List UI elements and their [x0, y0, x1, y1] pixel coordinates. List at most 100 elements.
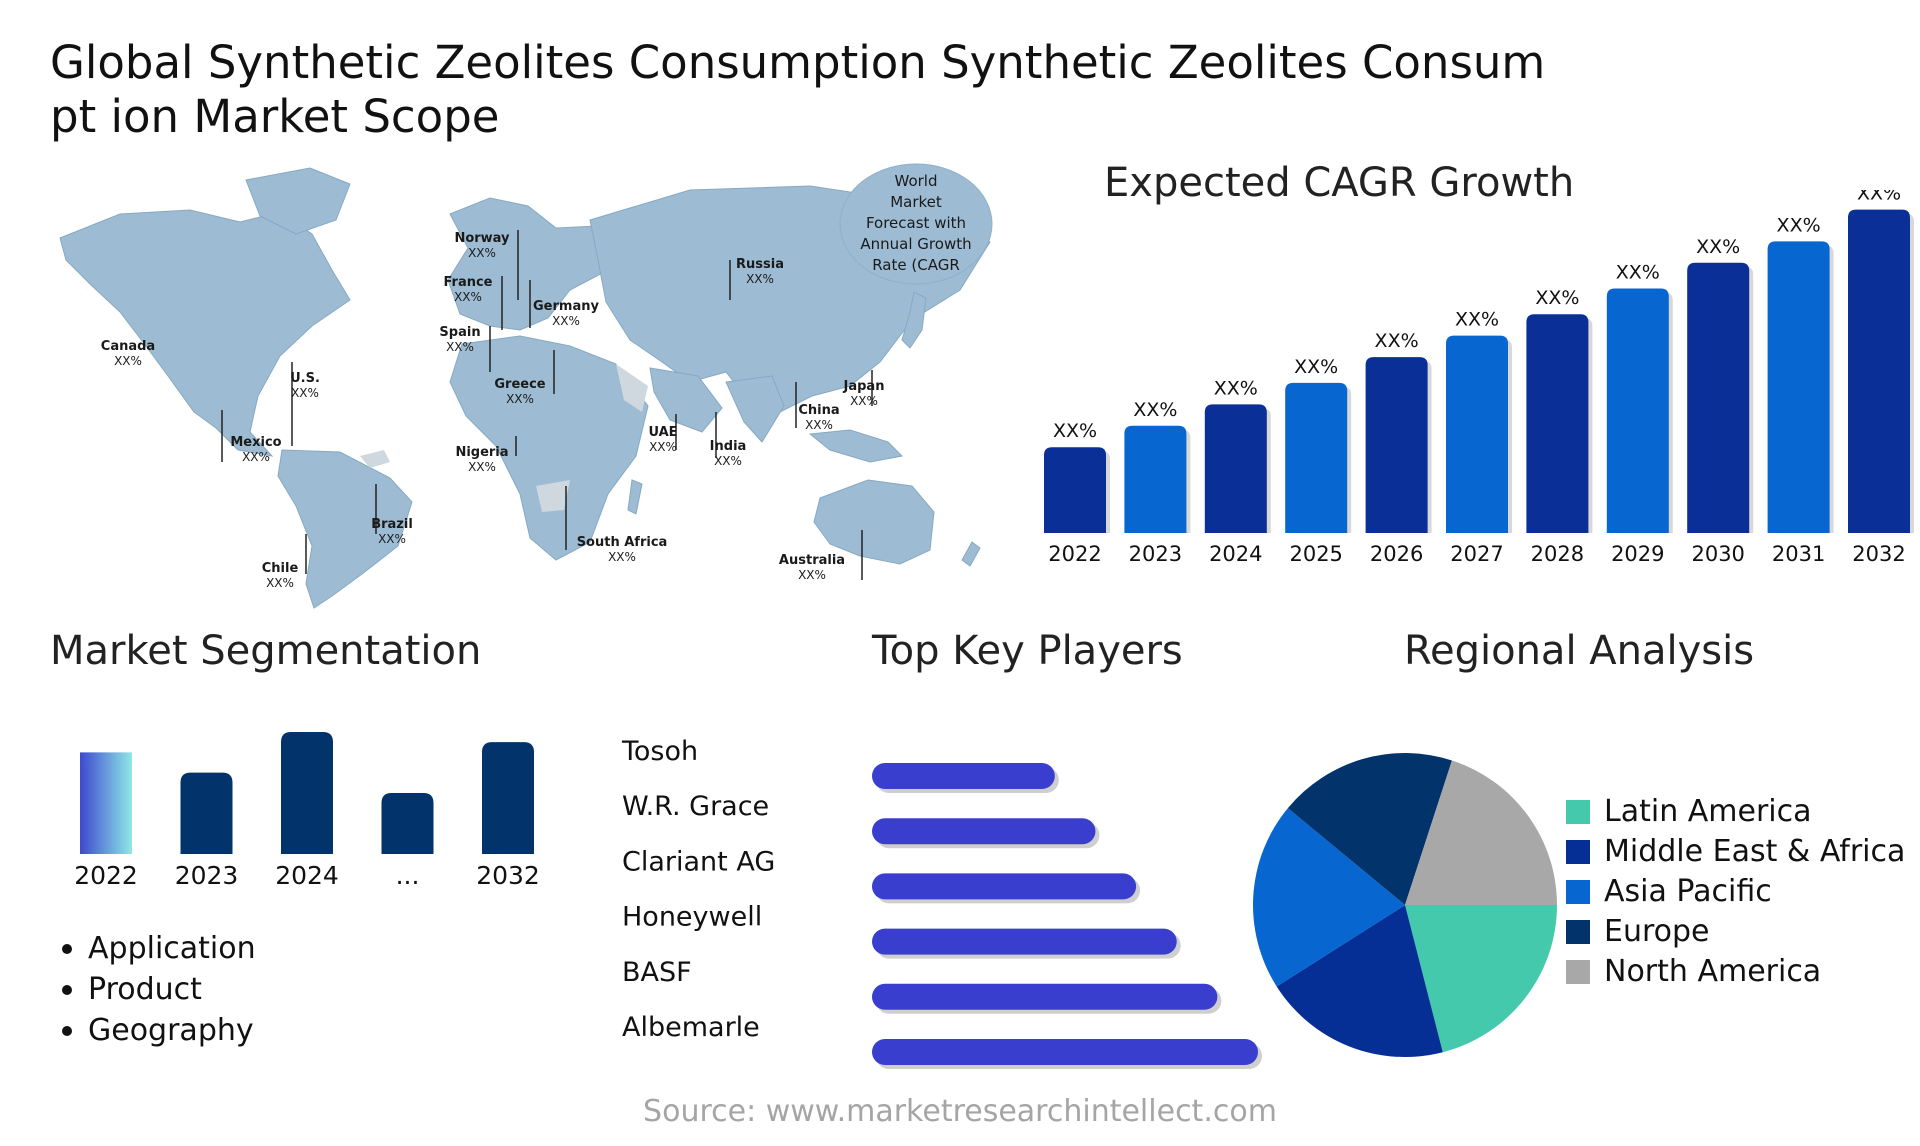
- segmentation-x-tick-label: ...: [396, 861, 420, 890]
- key-players-chart: Tosoh W.R. Grace Clariant AG Honeywell BASF A…: [621, 736, 1262, 1069]
- key-player-bar: [872, 763, 1055, 789]
- key-player-bar: [872, 1039, 1258, 1065]
- regional-legend: Latin America Middle East & Africa Asia Pa…: [1566, 792, 1905, 992]
- cagr-x-tick-label: 2022: [1048, 542, 1101, 566]
- map-country-label: France: [443, 275, 492, 290]
- map-country-value: XX%: [378, 532, 406, 546]
- map-grey-regions: [360, 364, 648, 512]
- key-player-label: BASF: [622, 957, 692, 988]
- legend-swatch: [1566, 960, 1590, 984]
- pie-slice: [1287, 753, 1452, 905]
- segmentation-bar: [381, 793, 434, 854]
- cagr-bar: [1124, 425, 1187, 533]
- map-country-value: XX%: [242, 450, 270, 464]
- segmentation-bar: [80, 752, 132, 854]
- legend-swatch: [1566, 800, 1590, 824]
- bubble-text-line: Rate (CAGR: [872, 256, 960, 274]
- map-country-label: Canada: [101, 339, 155, 354]
- cagr-bar-value-label: XX%: [1696, 236, 1740, 258]
- cagr-bar-value-label: XX%: [1214, 377, 1258, 399]
- pie-slice: [1276, 905, 1443, 1057]
- legend-item: Europe: [1566, 912, 1905, 952]
- cagr-bar: [1204, 404, 1267, 533]
- bubble-text-line: World: [895, 172, 938, 190]
- map-country-label: Norway: [454, 231, 510, 246]
- regional-analysis-title: Regional Analysis: [1404, 628, 1755, 674]
- key-player-label: Tosoh: [621, 736, 698, 767]
- map-country-value: XX%: [552, 314, 580, 328]
- legend-label: Europe: [1604, 914, 1710, 949]
- cagr-bar: [1044, 447, 1106, 533]
- legend-label: Middle East & Africa: [1604, 834, 1906, 869]
- legend-item: North America: [1566, 952, 1905, 992]
- cagr-x-tick-label: 2025: [1289, 542, 1342, 566]
- map-country-label: U.S.: [290, 371, 320, 386]
- map-country-label: Russia: [736, 257, 784, 272]
- segmentation-bullet-label: Application: [88, 931, 256, 966]
- cagr-x-tick-label: 2024: [1209, 542, 1262, 566]
- legend-item: Latin America: [1566, 792, 1905, 832]
- cagr-bar-value-label: XX%: [1777, 214, 1821, 236]
- segmentation-title: Market Segmentation: [50, 628, 482, 674]
- bubble-text-line: Annual Growth: [860, 235, 971, 253]
- map-labels: CanadaXX%U.S.XX%MexicoXX%BrazilXX%ChileX…: [101, 230, 884, 590]
- world-forecast-bubble: [839, 163, 993, 285]
- map-country-value: XX%: [468, 246, 496, 260]
- segmentation-bullet: Product: [62, 969, 256, 1010]
- map-country-value: XX%: [805, 418, 833, 432]
- legend-item: Asia Pacific: [1566, 872, 1905, 912]
- map-country-value: XX%: [714, 454, 742, 468]
- regional-pie-chart: [1253, 753, 1557, 1057]
- key-player-bar: [872, 818, 1096, 845]
- cagr-x-tick-label: 2029: [1611, 542, 1664, 566]
- cagr-x-tick-label: 2032: [1852, 542, 1905, 566]
- key-player-label: Clariant AG: [622, 846, 775, 877]
- map-country-value: XX%: [649, 440, 677, 454]
- cagr-chart-title: Expected CAGR Growth: [1104, 160, 1575, 206]
- segmentation-x-tick-label: 2032: [476, 861, 540, 890]
- segmentation-bar: [180, 772, 233, 854]
- cagr-bar: [1606, 288, 1669, 533]
- cagr-x-tick-label: 2027: [1450, 542, 1503, 566]
- cagr-x-tick-label: 2028: [1531, 542, 1584, 566]
- map-country-label: South Africa: [577, 535, 668, 550]
- map-country-label: Spain: [439, 325, 480, 340]
- cagr-bar: [1767, 241, 1830, 533]
- map-country-label: Brazil: [371, 517, 413, 532]
- pie-slice: [1253, 808, 1405, 987]
- key-player-label: W.R. Grace: [622, 791, 769, 822]
- cagr-bar: [1365, 357, 1428, 533]
- cagr-bar: [1446, 335, 1508, 533]
- legend-swatch: [1566, 920, 1590, 944]
- cagr-bar-value-label: XX%: [1857, 190, 1901, 205]
- cagr-bar-value-label: XX%: [1535, 287, 1579, 309]
- segmentation-bar: [482, 742, 534, 854]
- map-country-label: Chile: [262, 561, 299, 576]
- cagr-bar-value-label: XX%: [1053, 420, 1097, 442]
- map-country-value: XX%: [798, 568, 826, 582]
- map-country-label: UAE: [648, 425, 677, 440]
- segmentation-bar: [281, 732, 333, 854]
- map-country-label: Mexico: [230, 435, 281, 450]
- pie-slice: [1405, 905, 1557, 1053]
- bullet-dot: [62, 984, 72, 995]
- map-country-value: XX%: [291, 386, 319, 400]
- key-player-label: Honeywell: [622, 902, 762, 933]
- bullet-dot: [62, 1025, 72, 1036]
- segmentation-bullet-label: Product: [88, 972, 202, 1007]
- map-country-value: XX%: [266, 576, 294, 590]
- page-title: Global Synthetic Zeolites Consumption Sy…: [50, 36, 1546, 143]
- segmentation-bullet: Geography: [62, 1010, 256, 1051]
- map-country-value: XX%: [446, 340, 474, 354]
- legend-label: Latin America: [1604, 794, 1812, 829]
- cagr-bar-value-label: XX%: [1616, 262, 1660, 284]
- segmentation-bullet: Application: [62, 928, 256, 969]
- legend-label: North America: [1604, 954, 1822, 989]
- cagr-bar: [1687, 262, 1750, 533]
- segmentation-bullet-label: Geography: [88, 1013, 254, 1048]
- map-country-label: China: [798, 403, 839, 418]
- cagr-bar-value-label: XX%: [1133, 399, 1177, 421]
- cagr-bar: [1526, 314, 1589, 533]
- segmentation-bullets: Application Product Geography: [62, 928, 256, 1051]
- map-country-label: Australia: [779, 553, 845, 568]
